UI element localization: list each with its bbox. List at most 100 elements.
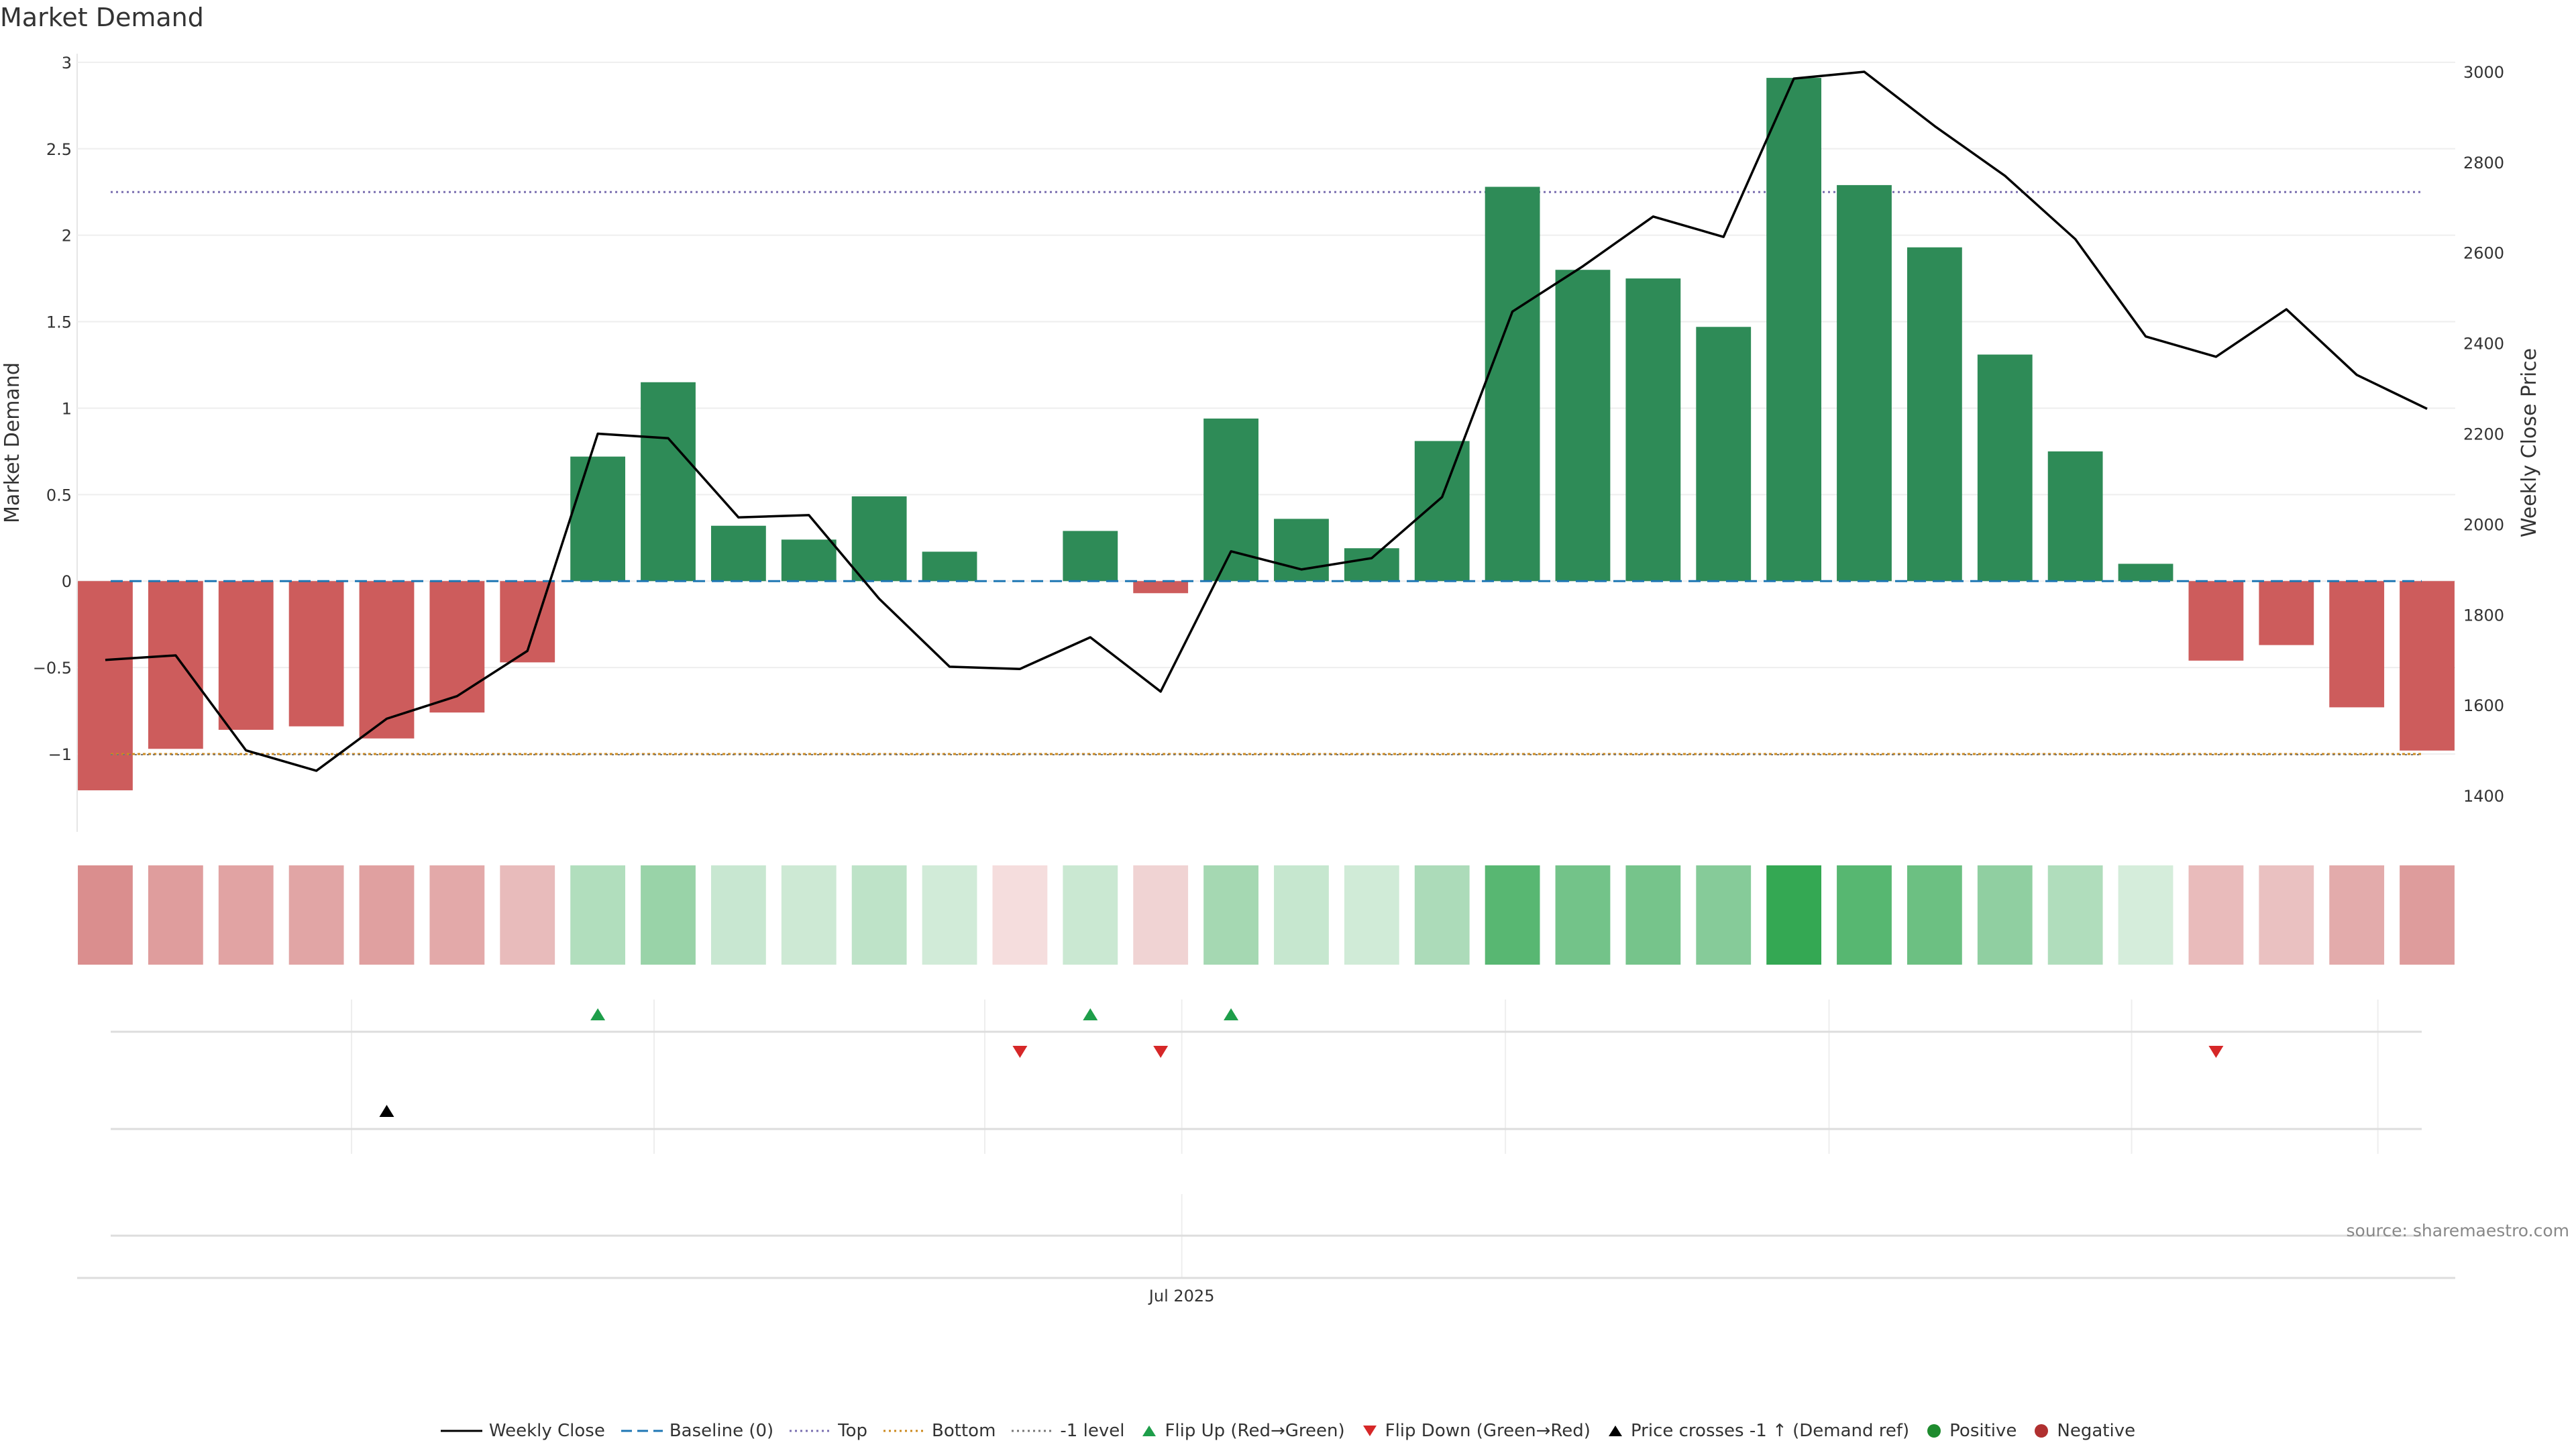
legend-label: Baseline (0) bbox=[669, 1421, 774, 1441]
demand-heat-cell bbox=[2329, 865, 2385, 965]
demand-heat-cell bbox=[992, 865, 1048, 965]
demand-bar bbox=[1414, 441, 1470, 582]
demand-heat-cell bbox=[641, 865, 696, 965]
y-tick-label: 1 bbox=[62, 399, 72, 418]
demand-heat-cell bbox=[2047, 865, 2103, 965]
demand-bar bbox=[2259, 581, 2314, 645]
legend-label: Flip Down (Green→Red) bbox=[1385, 1421, 1591, 1441]
y2-tick-label: 2200 bbox=[2463, 425, 2504, 444]
price-cross-marker bbox=[379, 1105, 394, 1117]
demand-bar bbox=[1063, 531, 1118, 582]
demand-heat-cell bbox=[2118, 865, 2174, 965]
legend-label: -1 level bbox=[1060, 1421, 1125, 1441]
y-tick-label: 2 bbox=[62, 227, 72, 246]
demand-bar bbox=[218, 581, 274, 730]
legend-swatch bbox=[790, 1430, 832, 1432]
demand-bar bbox=[1766, 78, 1822, 582]
demand-heat-cell bbox=[1625, 865, 1681, 965]
demand-heat-cell bbox=[1203, 865, 1258, 965]
demand-bar bbox=[641, 382, 696, 582]
demand-bar bbox=[1344, 548, 1399, 582]
y2-tick-label: 3000 bbox=[2463, 63, 2504, 82]
demand-bar bbox=[1625, 278, 1681, 582]
flip-down-marker bbox=[1012, 1046, 1028, 1058]
demand-bar bbox=[1977, 354, 2033, 582]
demand-heat-cell bbox=[1837, 865, 1892, 965]
y2-tick-label: 1600 bbox=[2463, 696, 2504, 715]
legend-swatch bbox=[621, 1430, 663, 1432]
legend-item: Top bbox=[790, 1421, 867, 1441]
demand-heat-cell bbox=[78, 865, 133, 965]
y-tick-label: 1.5 bbox=[46, 313, 72, 332]
demand-heat-cell bbox=[1344, 865, 1399, 965]
demand-bar bbox=[1696, 327, 1752, 582]
flip-up-marker bbox=[1083, 1008, 1098, 1020]
demand-heat-cell bbox=[1766, 865, 1822, 965]
demand-heat-cell bbox=[781, 865, 837, 965]
legend-label: Positive bbox=[1949, 1421, 2017, 1441]
legend-label: Weekly Close bbox=[488, 1421, 605, 1441]
demand-bar bbox=[1133, 581, 1189, 594]
demand-heat-cell bbox=[710, 865, 766, 965]
demand-heat-cell bbox=[1133, 865, 1189, 965]
flip-up-marker bbox=[590, 1008, 606, 1020]
demand-bar bbox=[710, 525, 766, 582]
legend-item: Flip Down (Green→Red) bbox=[1361, 1421, 1591, 1441]
y2-tick-label: 1800 bbox=[2463, 606, 2504, 625]
flip-down-marker bbox=[2208, 1046, 2224, 1058]
demand-bar bbox=[2400, 581, 2455, 751]
flip-up-marker bbox=[1224, 1008, 1239, 1020]
y2-tick-label: 1400 bbox=[2463, 787, 2504, 806]
demand-heat-cell bbox=[1555, 865, 1611, 965]
y-axis-title: Market Demand bbox=[1, 362, 24, 523]
legend-item: Weekly Close bbox=[440, 1421, 605, 1441]
chart-title: Market Demand bbox=[0, 3, 204, 32]
demand-heat-cell bbox=[922, 865, 977, 965]
source-note: source: sharemaestro.com bbox=[2346, 1221, 2570, 1240]
legend-item: Positive bbox=[1925, 1421, 2017, 1441]
demand-heat-cell bbox=[2259, 865, 2314, 965]
chart-legend: Weekly Close Baseline (0) Top Bottom -1 leve… bbox=[0, 1421, 2576, 1441]
y-tick-label: −1 bbox=[48, 745, 72, 764]
legend-swatch bbox=[440, 1430, 482, 1432]
x-tick-label: Jul 2025 bbox=[1148, 1287, 1215, 1305]
demand-bar bbox=[1274, 519, 1329, 582]
demand-bar bbox=[1555, 270, 1611, 582]
demand-heat-cell bbox=[851, 865, 907, 965]
demand-heat-cell bbox=[500, 865, 555, 965]
y2-tick-label: 2000 bbox=[2463, 515, 2504, 534]
legend-item: -1 level bbox=[1012, 1421, 1124, 1441]
demand-bar bbox=[2188, 581, 2244, 661]
demand-bar bbox=[78, 581, 133, 791]
y2-tick-label: 2600 bbox=[2463, 244, 2504, 263]
demand-heat-cell bbox=[1414, 865, 1470, 965]
demand-bar bbox=[851, 496, 907, 582]
demand-bar bbox=[1907, 247, 1962, 582]
y-tick-label: 3 bbox=[62, 54, 72, 72]
demand-heat-cell bbox=[2188, 865, 2244, 965]
demand-bar bbox=[570, 456, 626, 582]
demand-bar bbox=[148, 581, 203, 749]
legend-swatch bbox=[883, 1430, 926, 1432]
legend-item: Price crosses -1 ↑ (Demand ref) bbox=[1607, 1421, 1909, 1441]
demand-heat-cell bbox=[1274, 865, 1329, 965]
legend-swatch bbox=[1362, 1426, 1377, 1436]
y2-axis-title: Weekly Close Price bbox=[2518, 348, 2541, 537]
demand-heat-cell bbox=[148, 865, 203, 965]
y-tick-label: 2.5 bbox=[46, 140, 72, 159]
y-tick-label: 0.5 bbox=[46, 486, 72, 504]
demand-heat-cell bbox=[218, 865, 274, 965]
y2-tick-label: 2800 bbox=[2463, 154, 2504, 172]
legend-label: Flip Up (Red→Green) bbox=[1165, 1421, 1345, 1441]
demand-bar bbox=[429, 581, 485, 713]
demand-heat-cell bbox=[429, 865, 485, 965]
demand-heat-cell bbox=[1977, 865, 2033, 965]
demand-bar bbox=[1203, 418, 1258, 582]
legend-swatch bbox=[1012, 1430, 1054, 1432]
legend-swatch bbox=[1927, 1424, 1941, 1438]
demand-bar bbox=[288, 581, 344, 727]
legend-item: Flip Up (Red→Green) bbox=[1140, 1421, 1345, 1441]
demand-bar bbox=[359, 581, 415, 739]
legend-swatch bbox=[2035, 1424, 2049, 1438]
